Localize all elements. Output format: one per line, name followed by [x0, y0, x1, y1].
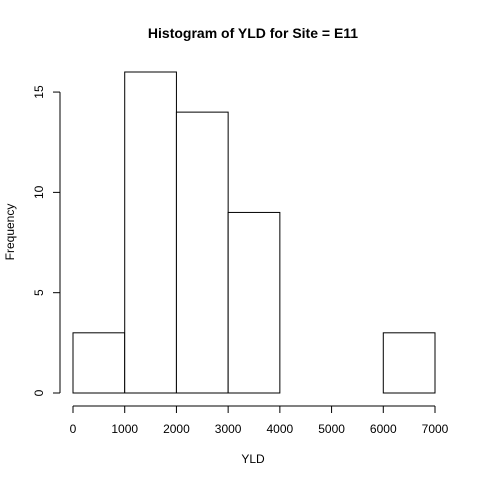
x-tick-label: 7000: [422, 422, 449, 436]
histogram-bar: [175, 111, 229, 394]
histogram-bar: [72, 332, 126, 394]
y-tick-label: 0: [32, 389, 46, 396]
x-tick-label: 5000: [318, 422, 345, 436]
y-axis-label: Frequency: [3, 204, 17, 261]
y-tick-label: 10: [32, 185, 46, 199]
y-tick-label: 5: [32, 289, 46, 296]
x-tick-label: 4000: [267, 422, 294, 436]
x-tick-label: 6000: [370, 422, 397, 436]
x-tick-label: 3000: [215, 422, 242, 436]
chart-title: Histogram of YLD for Site = E11: [148, 25, 358, 41]
histogram-bar: [382, 332, 436, 394]
bars-group: [72, 71, 436, 394]
histogram-bar: [227, 211, 281, 394]
x-axis-label: YLD: [241, 452, 265, 466]
histogram-bar: [124, 71, 177, 394]
x-tick-label: 1000: [111, 422, 138, 436]
x-axis: 0 1000 2000 3000 4000 5000 6000 7000: [70, 405, 449, 436]
y-tick-label: 15: [32, 85, 46, 99]
x-tick-label: 2000: [163, 422, 190, 436]
y-axis: 0 5 10 15: [32, 85, 61, 396]
x-tick-label: 0: [70, 422, 77, 436]
